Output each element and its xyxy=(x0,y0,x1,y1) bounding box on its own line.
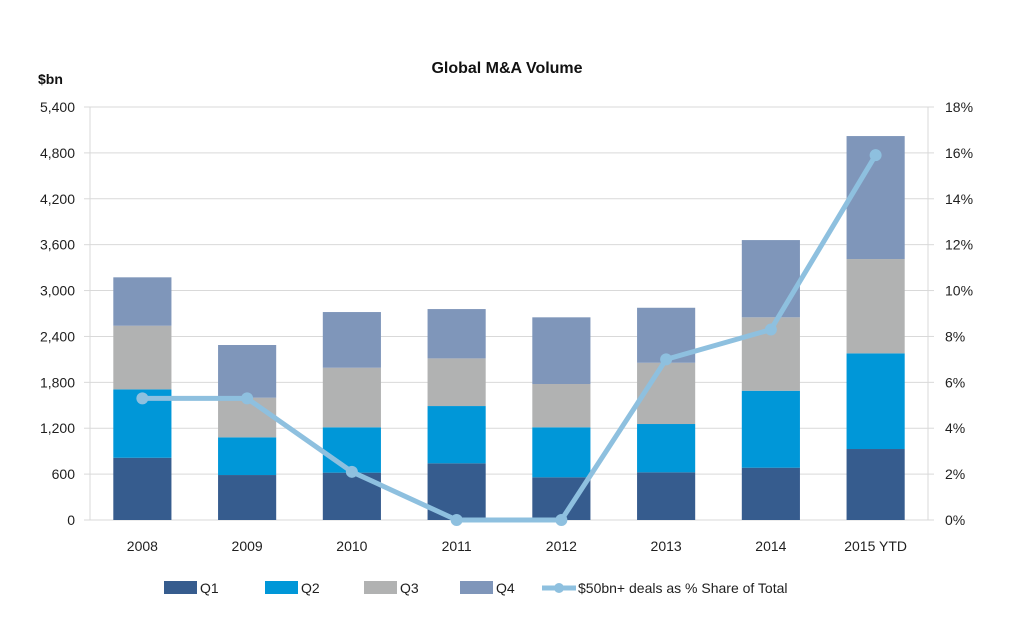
x-tick-label: 2013 xyxy=(651,538,682,554)
y-tick-label: 1,800 xyxy=(40,374,75,390)
legend-swatch-q4 xyxy=(460,581,493,594)
y-right-tick-label: 12% xyxy=(945,237,973,253)
bar-q4-2011 xyxy=(427,309,486,359)
line-point xyxy=(660,353,673,366)
y-right-tick-label: 0% xyxy=(945,512,965,528)
legend: Q1 Q2 Q3 Q4 $50bn+ deals as % Share of Total xyxy=(164,580,788,596)
y-tick-label: 3,000 xyxy=(40,283,75,299)
bar-q4-2008 xyxy=(113,277,172,326)
y-axis-left: 0 600 1,200 1,800 2,400 3,000 3,600 4,200 4,800 5… xyxy=(40,99,90,528)
x-tick-label: 2012 xyxy=(546,538,577,554)
y-tick-label: 5,400 xyxy=(40,99,75,115)
legend-label-q2: Q2 xyxy=(301,580,320,596)
y-right-tick-label: 8% xyxy=(945,328,965,344)
bar-q1-2013 xyxy=(637,472,696,520)
line-point xyxy=(869,149,882,162)
y-right-tick-label: 4% xyxy=(945,420,965,436)
y-axis-label: $bn xyxy=(38,71,63,87)
legend-swatch-q1 xyxy=(164,581,197,594)
x-axis: 2008 2009 2010 2011 2012 2013 2014 2015 YTD xyxy=(127,538,907,554)
x-tick-label: 2014 xyxy=(755,538,786,554)
bar-q4-2010 xyxy=(322,312,381,368)
y-right-tick-label: 2% xyxy=(945,466,965,482)
y-axis-right: 0% 2% 4% 6% 8% 10% 12% 14% 16% 18% xyxy=(928,99,973,528)
legend-swatch-q2 xyxy=(265,581,298,594)
bar-q2-2012 xyxy=(532,427,591,478)
line-series xyxy=(136,149,882,526)
bar-q2-2013 xyxy=(637,424,696,473)
bar-q4-2012 xyxy=(532,317,591,385)
line-point xyxy=(450,514,463,526)
x-tick-label: 2015 YTD xyxy=(844,538,907,554)
y-tick-label: 4,800 xyxy=(40,145,75,161)
bar-q4-2009 xyxy=(218,345,277,398)
line-point xyxy=(555,514,568,526)
line-point xyxy=(136,392,149,405)
bar-q1-2014 xyxy=(741,467,800,520)
y-right-tick-label: 18% xyxy=(945,99,973,115)
bar-q2-2009 xyxy=(218,437,277,476)
bar-q2-2011 xyxy=(427,406,486,464)
bar-q3-2015-ytd xyxy=(846,259,905,354)
line-path xyxy=(142,153,878,523)
y-right-tick-label: 16% xyxy=(945,145,973,161)
bar-q1-2015-ytd xyxy=(846,449,905,520)
bar-q2-2015-ytd xyxy=(846,353,905,450)
y-tick-label: 2,400 xyxy=(40,328,75,344)
bar-q3-2008 xyxy=(113,325,172,390)
legend-label-q3: Q3 xyxy=(400,580,419,596)
y-tick-label: 1,200 xyxy=(40,420,75,436)
x-tick-label: 2010 xyxy=(336,538,367,554)
bars xyxy=(113,136,905,520)
bar-q3-2010 xyxy=(322,367,381,428)
line-point xyxy=(345,465,358,478)
line-point xyxy=(764,323,777,336)
bar-q1-2009 xyxy=(218,475,277,520)
bar-q2-2010 xyxy=(322,427,381,473)
y-tick-label: 0 xyxy=(67,512,75,528)
bar-q1-2012 xyxy=(532,477,591,520)
chart-title: Global M&A Volume xyxy=(431,60,582,77)
x-tick-label: 2011 xyxy=(442,538,472,554)
legend-label-line: $50bn+ deals as % Share of Total xyxy=(578,580,788,596)
bar-q1-2008 xyxy=(113,457,172,520)
line-point xyxy=(241,392,254,405)
x-tick-label: 2009 xyxy=(232,538,263,554)
y-right-tick-label: 14% xyxy=(945,191,973,207)
y-right-tick-label: 10% xyxy=(945,283,973,299)
legend-label-q4: Q4 xyxy=(496,580,515,596)
y-tick-label: 600 xyxy=(52,466,76,482)
x-tick-label: 2008 xyxy=(127,538,158,554)
bar-q4-2014 xyxy=(741,240,800,318)
y-tick-label: 3,600 xyxy=(40,237,75,253)
bar-q3-2012 xyxy=(532,384,591,428)
legend-label-q1: Q1 xyxy=(200,580,219,596)
legend-swatch-marker xyxy=(554,583,564,593)
y-right-tick-label: 6% xyxy=(945,374,965,390)
bar-q3-2011 xyxy=(427,358,486,407)
gridlines xyxy=(89,106,929,521)
y-tick-label: 4,200 xyxy=(40,191,75,207)
legend-swatch-q3 xyxy=(364,581,397,594)
bar-q2-2014 xyxy=(741,390,800,468)
